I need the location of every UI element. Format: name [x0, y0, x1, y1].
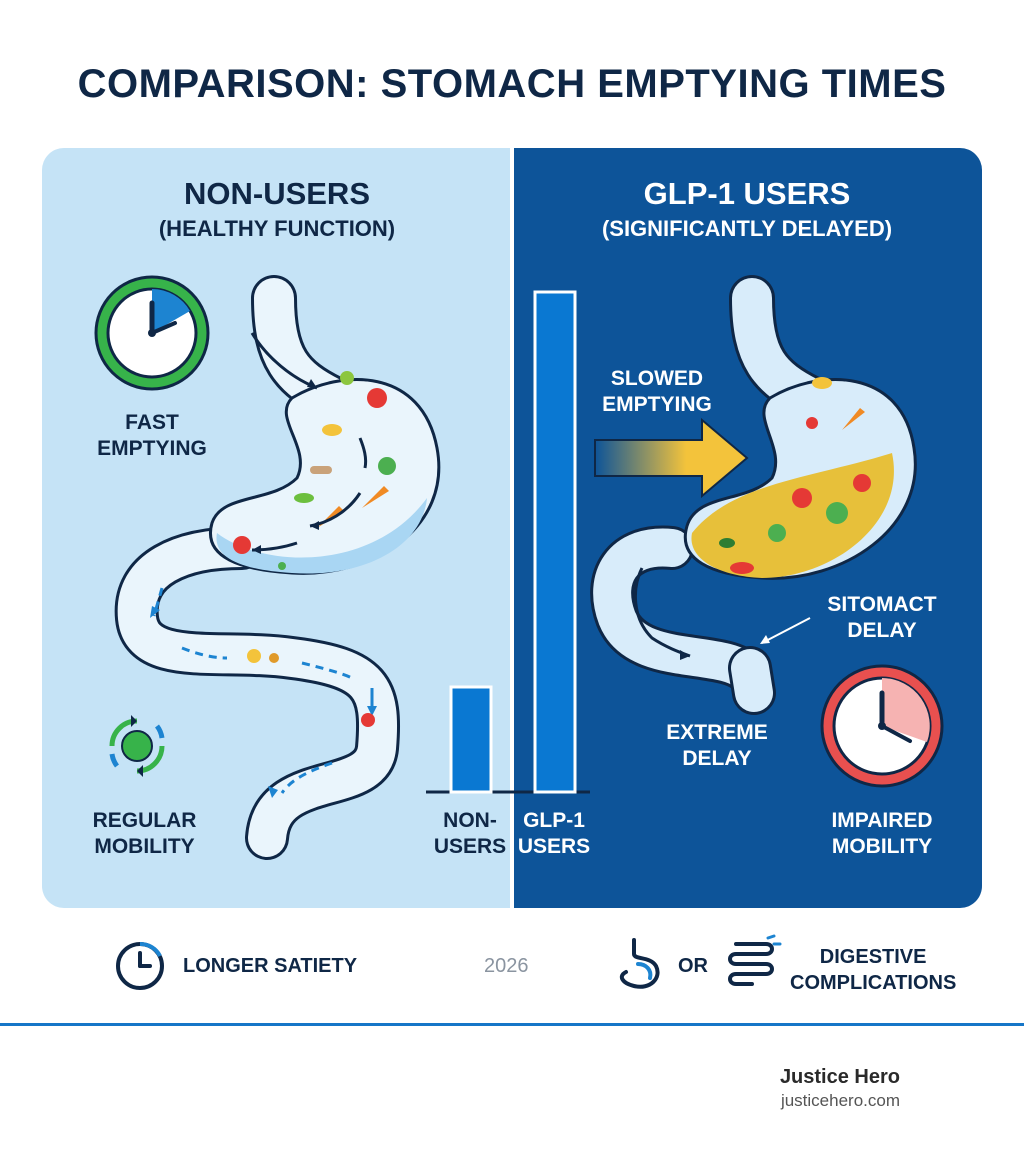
illustration-layer: [94, 275, 944, 860]
fast-clock-icon: [94, 275, 210, 391]
brand-url: justicehero.com: [780, 1091, 900, 1110]
non-users-heading: NON-USERS: [183, 176, 370, 211]
year-label: 2026: [484, 955, 529, 977]
impaired-mobility-label: IMPAIRED MOBILITY: [831, 809, 933, 858]
or-label: OR: [678, 955, 708, 977]
brand-name: Justice Hero: [779, 1066, 900, 1088]
delay-clock-icon: [820, 664, 944, 788]
glp1-users-subheading: (SIGNIFICANTLY DELAYED): [601, 216, 893, 241]
fast-emptying-label: FAST EMPTYING: [97, 411, 207, 460]
non-users-subheading: (HEALTHY FUNCTION): [158, 216, 396, 241]
footer-rule: [0, 1023, 1024, 1026]
page-title: COMPARISON: STOMACH EMPTYING TIMES: [77, 62, 947, 106]
extreme-delay-label: EXTREME DELAY: [666, 721, 768, 770]
cycle-icon: [109, 715, 165, 777]
sitomact-delay-label: SITOMACT DELAY: [827, 593, 937, 642]
delayed-stomach-illustration: [590, 275, 917, 715]
satiety-clock-icon: [116, 941, 164, 990]
bar-non-users: [449, 685, 493, 794]
brand-block: Justice Hero justicehero.com: [700, 1066, 900, 1111]
healthy-stomach-illustration: [114, 275, 441, 860]
glp1-users-heading: GLP-1 USERS: [643, 176, 851, 211]
slowed-arrow-icon: [594, 417, 749, 499]
slowed-emptying-label: SLOWED EMPTYING: [602, 367, 712, 416]
comparison-panel: NON-USERS (HEALTHY FUNCTION) GLP-1 USERS…: [42, 148, 982, 908]
regular-mobility-label: REGULAR MOBILITY: [92, 809, 197, 858]
digestive-complications-label: DIGESTIVE COMPLICATIONS: [790, 946, 957, 994]
legend-row: LONGER SATIETY 2026 OR DIGESTIVE COMPLIC…: [0, 930, 1024, 1010]
panel-divider: [510, 148, 514, 908]
glp1-users-bar-label: GLP-1 USERS: [517, 809, 591, 858]
bar-glp1-users: [533, 290, 577, 794]
longer-satiety-label: LONGER SATIETY: [183, 955, 358, 977]
non-users-bar-label: NON- USERS: [433, 809, 507, 858]
stomach-icon: [619, 938, 660, 989]
intestine-icon: [728, 934, 782, 986]
